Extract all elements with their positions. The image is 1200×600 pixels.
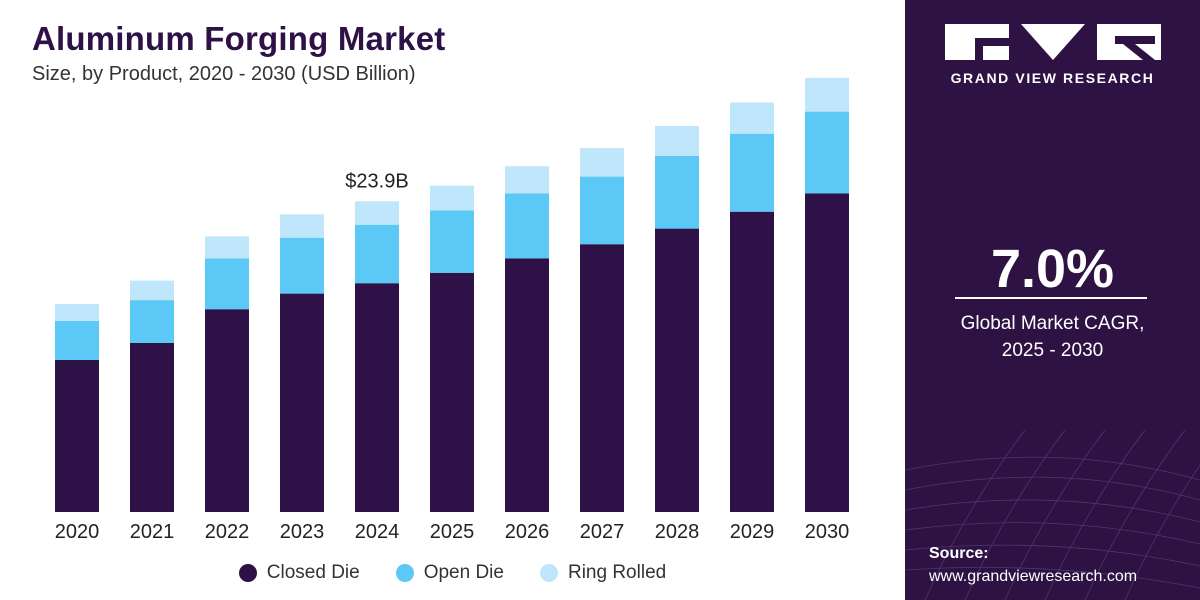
bar-closed-die-2024	[355, 283, 399, 512]
bar-open-die-2022	[205, 258, 249, 310]
stacked-bar-chart: 2020 2021 2022 2023 2024 $23.9B 2025 2026 2027 20…	[55, 77, 850, 543]
bar-open-die-2023	[280, 237, 324, 294]
bar-open-die-2025	[430, 210, 474, 273]
x-tick-label-2026: 2026	[505, 521, 550, 543]
source-url[interactable]: www.grandviewresearch.com	[929, 568, 1138, 585]
bar-open-die-2021	[130, 300, 174, 343]
bar-closed-die-2027	[580, 244, 624, 512]
brand-name: GRAND VIEW RESEARCH	[950, 70, 1155, 86]
bar-open-die-2024	[355, 224, 399, 284]
bar-ring-rolled-2026	[505, 166, 549, 194]
bar-closed-die-2026	[505, 258, 549, 512]
bar-closed-die-2020	[55, 359, 99, 512]
cagr-label-line2: 2025 - 2030	[1001, 340, 1104, 361]
legend-label: Open Die	[423, 562, 504, 583]
bar-open-die-2027	[580, 176, 624, 245]
bar-open-die-2030	[805, 111, 849, 194]
bar-closed-die-2028	[655, 228, 699, 512]
bar-ring-rolled-2030	[805, 77, 849, 112]
x-tick-label-2021: 2021	[130, 521, 175, 543]
bar-ring-rolled-2028	[655, 125, 699, 156]
x-tick-label-2030: 2030	[805, 521, 850, 543]
bar-closed-die-2023	[280, 293, 324, 512]
decorative-mesh-pattern	[905, 430, 1200, 600]
cagr-divider	[955, 297, 1147, 299]
grand-view-research-logo	[945, 24, 1161, 60]
legend-item-closed-die: Closed Die	[238, 562, 360, 584]
bar-closed-die-2029	[730, 211, 774, 512]
x-tick-label-2024: 2024	[355, 521, 400, 543]
legend-label: Ring Rolled	[567, 562, 667, 583]
bar-closed-die-2025	[430, 272, 474, 512]
legend-label: Closed Die	[266, 562, 360, 583]
bar-open-die-2026	[505, 193, 549, 259]
bar-ring-rolled-2021	[130, 280, 174, 301]
summary-panel: GRAND VIEW RESEARCH 7.0% Global Market C…	[905, 0, 1200, 600]
x-tick-label-2029: 2029	[730, 521, 775, 543]
legend-swatch	[539, 564, 558, 582]
x-tick-label-2020: 2020	[55, 521, 100, 543]
cagr-label: Global Market CAGR, 2025 - 2030	[905, 310, 1200, 364]
legend-item-ring-rolled: Ring Rolled	[539, 562, 667, 584]
x-tick-label-2025: 2025	[430, 521, 475, 543]
cagr-value: 7.0%	[990, 239, 1115, 299]
bar-closed-die-2030	[805, 193, 849, 512]
legend-swatch	[238, 564, 257, 582]
bar-closed-die-2021	[130, 343, 174, 512]
bar-ring-rolled-2024	[355, 201, 399, 225]
chart-subtitle: Size, by Product, 2020 - 2030 (USD Billi…	[32, 63, 416, 85]
bar-ring-rolled-2029	[730, 102, 774, 134]
chart-panel: Aluminum Forging Market Size, by Product…	[0, 20, 905, 584]
bar-open-die-2028	[655, 155, 699, 229]
bar-open-die-2020	[55, 320, 99, 360]
legend-swatch	[395, 564, 414, 582]
x-tick-label-2022: 2022	[205, 521, 250, 543]
x-tick-label-2023: 2023	[280, 521, 325, 543]
legend-item-open-die: Open Die	[395, 562, 504, 584]
cagr-label-line1: Global Market CAGR,	[960, 313, 1145, 334]
source-label: Source:	[929, 545, 989, 562]
bar-ring-rolled-2020	[55, 304, 99, 321]
bar-ring-rolled-2027	[580, 148, 624, 177]
x-tick-label-2027: 2027	[580, 521, 625, 543]
bar-closed-die-2022	[205, 309, 249, 512]
x-tick-label-2028: 2028	[655, 521, 700, 543]
chart-title: Aluminum Forging Market	[32, 20, 446, 57]
bar-open-die-2029	[730, 133, 774, 212]
bar-ring-rolled-2022	[205, 236, 249, 259]
data-label-2024: $23.9B	[345, 170, 408, 192]
bar-ring-rolled-2025	[430, 185, 474, 211]
bar-ring-rolled-2023	[280, 214, 324, 238]
chart-legend: Closed Die Open Die Ring Rolled	[0, 562, 905, 584]
